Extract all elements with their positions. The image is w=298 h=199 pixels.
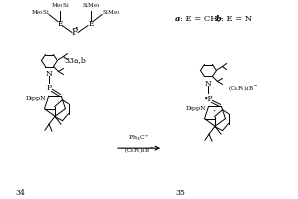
Text: •P: •P <box>204 95 213 103</box>
Text: DippN: DippN <box>26 96 46 101</box>
Text: N: N <box>46 70 53 78</box>
Text: •: • <box>74 25 78 30</box>
FancyArrowPatch shape <box>118 146 159 150</box>
Text: SiMe$_3$: SiMe$_3$ <box>102 8 120 17</box>
Text: 35: 35 <box>175 189 185 197</box>
Text: SiMe$_3$: SiMe$_3$ <box>82 1 100 10</box>
Text: Ph$_3$C$^+$: Ph$_3$C$^+$ <box>128 133 150 143</box>
Text: 33a,b: 33a,b <box>64 57 86 64</box>
Text: E: E <box>57 20 63 27</box>
Text: (C$_6$F$_5$)$_4$B$^-$: (C$_6$F$_5$)$_4$B$^-$ <box>124 145 154 155</box>
Text: Me$_3$Si: Me$_3$Si <box>31 8 49 17</box>
Text: 34: 34 <box>15 189 25 197</box>
Text: : E = N: : E = N <box>221 15 252 22</box>
Text: Me$_3$Si: Me$_3$Si <box>51 1 69 10</box>
Text: a: a <box>175 15 180 22</box>
Text: b: b <box>216 15 222 22</box>
Text: N: N <box>205 80 212 88</box>
Text: E: E <box>88 20 94 27</box>
Text: : E = CH;: : E = CH; <box>180 15 221 22</box>
Text: P: P <box>47 84 52 92</box>
Text: (C$_6$F$_5$)$_4$B$^-$: (C$_6$F$_5$)$_4$B$^-$ <box>228 83 258 93</box>
Text: P: P <box>72 28 78 37</box>
Text: DippN: DippN <box>186 106 207 111</box>
Text: $^+$: $^+$ <box>212 109 218 114</box>
